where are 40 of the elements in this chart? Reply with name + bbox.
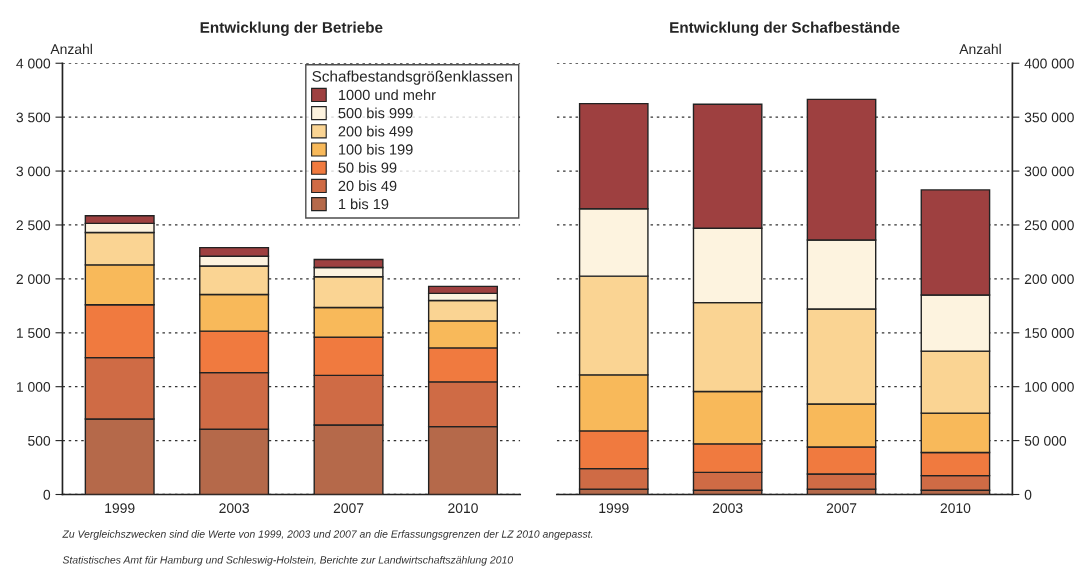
legend-title: Schafbestandsgrößenklassen	[312, 70, 512, 85]
legend-label: 1000 und mehr	[338, 89, 436, 101]
y-tick-label: 3 000	[16, 166, 51, 177]
chart-title: Entwicklung der Schafbestände	[670, 21, 900, 36]
x-tick-label: 2007	[333, 503, 364, 514]
x-tick-label: 2010	[940, 503, 971, 514]
legend-label: 1 bis 19	[338, 198, 389, 210]
y-tick-label: 350 000	[1024, 112, 1074, 123]
y-tick-label: 100 000	[1025, 382, 1074, 392]
x-tick-label: 1999	[599, 503, 629, 514]
y-tick-label: 2 500	[16, 220, 51, 231]
legend-label: 100 bis 199	[338, 143, 413, 155]
x-tick-label: 1999	[105, 503, 135, 514]
y-tick-label: 1 000	[16, 382, 51, 392]
y-tick-label: 400 000	[1024, 58, 1074, 69]
y-tick-label: 0	[1024, 489, 1032, 500]
y-tick-label: 150 000	[1025, 328, 1074, 338]
legend-label: 50 bis 99	[338, 162, 397, 173]
legend-label: 200 bis 499	[338, 125, 413, 137]
y-axis-title: Anzahl	[959, 43, 1001, 55]
x-tick-label: 2003	[219, 503, 249, 514]
text: Zu Vergleichszwecken sind die Werte von 1999, 2003 und 2007 an die Erfassungsgrenzen der LZ 2010 angepasst.	[62, 530, 593, 540]
y-tick-label: 4 000	[16, 58, 51, 69]
x-tick-label: 2010	[448, 503, 478, 514]
y-tick-label: 1 500	[16, 328, 51, 338]
y-tick-label: 0	[43, 489, 51, 500]
legend-label: 20 bis 49	[338, 180, 397, 192]
text: Statistisches Amt für Hamburg und Schleswig-Holstein, Berichte zur Landwirtschaftszählung 2010	[62, 555, 514, 566]
chart-title: Entwicklung der Betriebe	[200, 21, 383, 36]
y-tick-label: 500	[28, 435, 51, 446]
y-tick-label: 300 000	[1024, 166, 1074, 177]
y-axis-title: Anzahl	[50, 43, 92, 55]
y-tick-label: 200 000	[1024, 274, 1074, 285]
y-tick-label: 2 000	[16, 274, 51, 285]
y-tick-label: 50 000	[1024, 435, 1067, 446]
x-tick-label: 2007	[826, 503, 857, 514]
x-tick-label: 2003	[712, 503, 743, 514]
legend-label: 500 bis 999	[338, 107, 413, 119]
y-tick-label: 3 500	[16, 112, 51, 123]
y-tick-label: 250 000	[1024, 220, 1074, 231]
